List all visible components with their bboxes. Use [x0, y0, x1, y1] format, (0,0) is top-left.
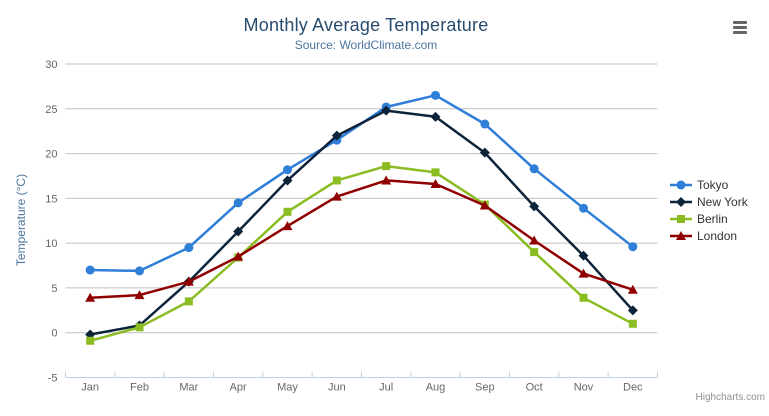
data-point-berlin[interactable]	[135, 323, 144, 332]
legend-symbol	[676, 180, 686, 190]
y-axis-tick-label: 15	[45, 193, 57, 205]
y-axis-tick-label: -5	[48, 373, 58, 385]
credits-link[interactable]: Highcharts.com	[695, 392, 765, 403]
data-point-tokyo[interactable]	[184, 243, 194, 253]
data-point-tokyo[interactable]	[135, 266, 144, 276]
legend-symbol	[676, 231, 686, 240]
data-point-tokyo[interactable]	[283, 165, 292, 175]
chart-subtitle: Source: WorldClimate.com	[294, 38, 438, 52]
legend-marker-circle-icon	[670, 180, 692, 190]
data-point-berlin[interactable]	[530, 248, 539, 257]
data-point-berlin[interactable]	[184, 297, 193, 306]
data-point-new-york[interactable]	[578, 250, 589, 261]
data-point-new-york[interactable]	[430, 111, 441, 122]
legend-label: London	[697, 229, 738, 243]
series-line-london[interactable]	[88, 179, 635, 300]
legend-item-tokyo[interactable]: Tokyo	[670, 177, 748, 193]
data-point-tokyo[interactable]	[529, 164, 539, 174]
legend-marker-diamond-icon	[670, 197, 692, 207]
x-axis-label: Sep	[475, 382, 495, 394]
data-point-london[interactable]	[430, 179, 441, 189]
data-point-tokyo[interactable]	[431, 90, 440, 100]
y-axis-title: Temperature (°C)	[14, 174, 28, 266]
legend-item-berlin[interactable]: Berlin	[670, 211, 748, 227]
data-point-london[interactable]	[85, 292, 96, 302]
data-point-tokyo[interactable]	[480, 119, 490, 129]
data-point-berlin[interactable]	[86, 336, 95, 345]
data-point-london[interactable]	[479, 200, 490, 210]
x-axis-label: Dec	[623, 382, 643, 394]
legend-item-new-york[interactable]: New York	[670, 194, 748, 210]
data-point-tokyo[interactable]	[233, 198, 243, 208]
y-axis-tick-label: 0	[51, 328, 57, 340]
y-axis-tick-label: 20	[45, 149, 57, 161]
y-axis-tick-label: 25	[45, 104, 57, 116]
x-axis-label: May	[277, 382, 298, 394]
chart-title: Monthly Average Temperature	[243, 15, 489, 35]
data-point-berlin[interactable]	[431, 168, 440, 177]
export-menu-icon[interactable]	[733, 21, 747, 34]
series-line-new-york[interactable]	[88, 109, 635, 336]
legend-marker-square-icon	[670, 215, 692, 223]
legend-label: Berlin	[697, 212, 728, 226]
data-point-new-york[interactable]	[479, 147, 490, 158]
data-point-new-york[interactable]	[627, 305, 638, 316]
menu-bar	[733, 26, 747, 29]
menu-bar	[733, 21, 747, 24]
legend-item-london[interactable]: London	[670, 228, 748, 244]
data-point-new-york[interactable]	[529, 201, 540, 212]
data-point-tokyo[interactable]	[579, 203, 588, 213]
legend: Tokyo New York Berlin London	[670, 177, 748, 245]
data-point-berlin[interactable]	[382, 162, 391, 171]
data-point-london[interactable]	[134, 290, 145, 300]
data-point-tokyo[interactable]	[628, 242, 638, 252]
data-point-london[interactable]	[282, 221, 293, 231]
x-axis-label: Jun	[328, 382, 346, 394]
x-axis-label: Oct	[526, 382, 543, 394]
x-axis-label: Mar	[179, 382, 198, 394]
data-point-new-york[interactable]	[233, 226, 244, 237]
data-point-new-york[interactable]	[282, 175, 293, 186]
y-axis-tick-label: 30	[45, 59, 57, 71]
x-axis-label: Nov	[574, 382, 594, 394]
series-line-tokyo[interactable]	[88, 94, 635, 273]
data-point-london[interactable]	[331, 191, 342, 201]
data-point-new-york[interactable]	[331, 130, 342, 141]
series-line-berlin[interactable]	[88, 164, 635, 343]
y-axis-tick-label: 10	[45, 238, 57, 250]
y-axis-tick-label: 5	[51, 283, 57, 295]
legend-label: Tokyo	[697, 178, 729, 192]
legend-marker-triangle-icon	[670, 231, 692, 240]
x-axis-label: Jan	[81, 382, 99, 394]
legend-symbol	[676, 197, 686, 207]
legend-label: New York	[697, 195, 748, 209]
x-axis-label: Apr	[230, 382, 247, 394]
x-axis-label: Feb	[130, 382, 149, 394]
data-point-berlin[interactable]	[628, 319, 637, 328]
data-point-new-york[interactable]	[381, 105, 392, 116]
data-point-tokyo[interactable]	[85, 265, 95, 275]
x-axis-label: Jul	[379, 382, 393, 394]
series-new-york	[85, 105, 638, 340]
data-point-london[interactable]	[578, 268, 589, 278]
data-point-london[interactable]	[233, 251, 244, 261]
menu-bar	[733, 31, 747, 34]
data-point-london[interactable]	[627, 284, 638, 294]
x-axis-label: Aug	[426, 382, 446, 394]
data-point-london[interactable]	[183, 276, 194, 286]
series-london	[85, 175, 638, 302]
series-tokyo	[85, 90, 638, 276]
data-point-berlin[interactable]	[283, 207, 292, 216]
legend-symbol	[677, 215, 685, 223]
data-point-berlin[interactable]	[332, 176, 341, 185]
data-point-london[interactable]	[529, 235, 540, 245]
data-point-london[interactable]	[381, 175, 392, 185]
data-point-berlin[interactable]	[579, 293, 588, 302]
